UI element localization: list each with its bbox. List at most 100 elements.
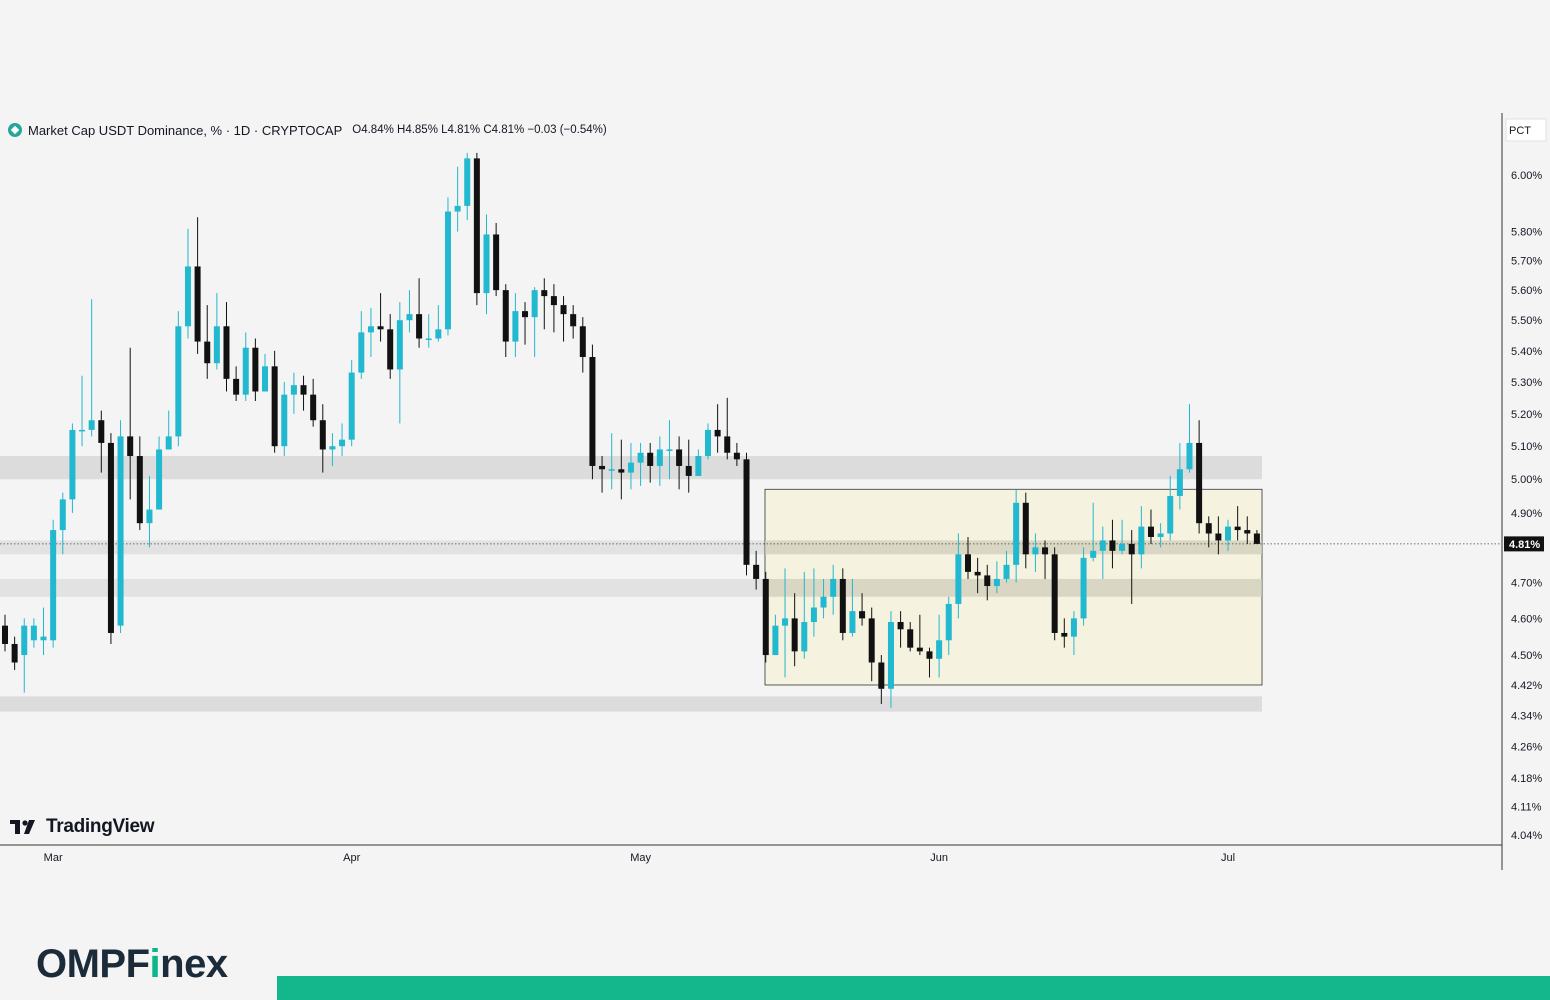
candle — [1244, 516, 1251, 544]
candle — [156, 436, 163, 510]
candle-body — [753, 564, 760, 579]
candle — [1167, 475, 1174, 541]
candle — [618, 439, 625, 500]
candle-body — [704, 429, 711, 457]
candle-body — [897, 622, 904, 630]
candle-body — [377, 326, 384, 330]
candle — [21, 618, 28, 693]
candle — [117, 420, 124, 633]
candle-body — [194, 266, 201, 342]
candle — [1042, 540, 1049, 579]
candle — [1225, 519, 1232, 551]
candle — [493, 222, 500, 297]
candle-body — [59, 499, 66, 531]
candle — [1090, 502, 1097, 562]
candle — [676, 436, 683, 490]
candle-body — [223, 326, 230, 379]
candle — [300, 375, 307, 411]
y-tick-label: 5.20% — [1511, 409, 1542, 421]
candle — [127, 347, 134, 500]
company-name-accent: i — [149, 941, 161, 986]
candle-body — [483, 234, 490, 294]
candle — [868, 607, 875, 682]
candle-body — [40, 636, 47, 641]
candle — [396, 302, 403, 424]
candle — [897, 611, 904, 648]
candle — [416, 278, 423, 348]
candle — [955, 533, 962, 619]
candle-body — [1138, 526, 1145, 555]
candle-body — [1234, 526, 1241, 531]
scale-mode-box[interactable]: PCT — [1505, 118, 1547, 142]
candle — [454, 166, 461, 232]
candle — [1157, 523, 1164, 548]
candle-body — [252, 347, 259, 392]
candle — [11, 636, 18, 670]
x-axis-labels: Mar Apr May Jun Jul — [44, 852, 1235, 864]
y-tick-label: 4.60% — [1511, 613, 1542, 625]
candle-body — [396, 320, 403, 370]
tradingview-logo[interactable]: TradingView — [10, 815, 155, 839]
candle — [175, 311, 182, 447]
candle — [107, 433, 114, 644]
candle — [782, 568, 789, 678]
candle-body — [1225, 526, 1232, 541]
candle — [1051, 547, 1058, 641]
candle — [1253, 530, 1260, 544]
chart-legend[interactable]: Market Cap USDT Dominance, % · 1D · CRYP… — [8, 121, 607, 139]
candle — [666, 420, 673, 480]
candle-body — [724, 436, 731, 453]
candle-body — [936, 640, 943, 659]
candle-body — [589, 357, 596, 466]
candle-body — [444, 211, 451, 330]
y-tick-label: 4.11% — [1511, 801, 1542, 813]
candle-body — [473, 158, 480, 294]
candle-body — [878, 662, 885, 689]
candle — [329, 433, 336, 466]
candle — [1205, 516, 1212, 548]
candle — [589, 344, 596, 480]
candle — [483, 214, 490, 315]
candle — [30, 618, 37, 648]
candle — [281, 382, 288, 457]
last-price-label: 4.81% — [1509, 539, 1540, 551]
candle-body — [1013, 502, 1020, 565]
candle — [685, 439, 692, 493]
x-tick-label: Mar — [44, 852, 63, 864]
company-name-right: nex — [160, 941, 228, 986]
candle-body — [955, 554, 962, 604]
candle — [271, 350, 278, 453]
candle-body — [204, 341, 211, 364]
candle — [1128, 530, 1135, 604]
candle-body — [242, 347, 249, 395]
y-tick-label: 4.04% — [1511, 830, 1542, 842]
candle-body — [849, 611, 856, 633]
candle-body — [1080, 557, 1087, 619]
candle — [79, 375, 86, 447]
candle — [839, 568, 846, 641]
candle-body — [1090, 550, 1097, 558]
candle — [50, 519, 57, 648]
candle-body — [1244, 530, 1251, 534]
candle — [1196, 420, 1203, 534]
candle-body — [300, 385, 307, 395]
candle — [223, 302, 230, 392]
candle — [473, 152, 480, 306]
x-tick-label: May — [630, 852, 651, 864]
tradingview-text: TradingView — [46, 816, 155, 837]
y-tick-label: 4.34% — [1511, 710, 1542, 722]
candle-body — [339, 439, 346, 447]
candle-body — [406, 314, 413, 321]
candle-body — [830, 578, 837, 597]
candle-body — [21, 625, 28, 656]
candle — [1176, 442, 1183, 510]
symbol-title: Market Cap USDT Dominance, % · 1D · CRYP… — [28, 122, 343, 138]
candle-body — [464, 158, 471, 206]
candle-body — [11, 643, 18, 663]
candle-body — [1109, 540, 1116, 551]
candle-body — [974, 571, 981, 576]
candle — [425, 314, 432, 348]
candle — [98, 410, 105, 473]
candles-layer — [2, 152, 1260, 708]
